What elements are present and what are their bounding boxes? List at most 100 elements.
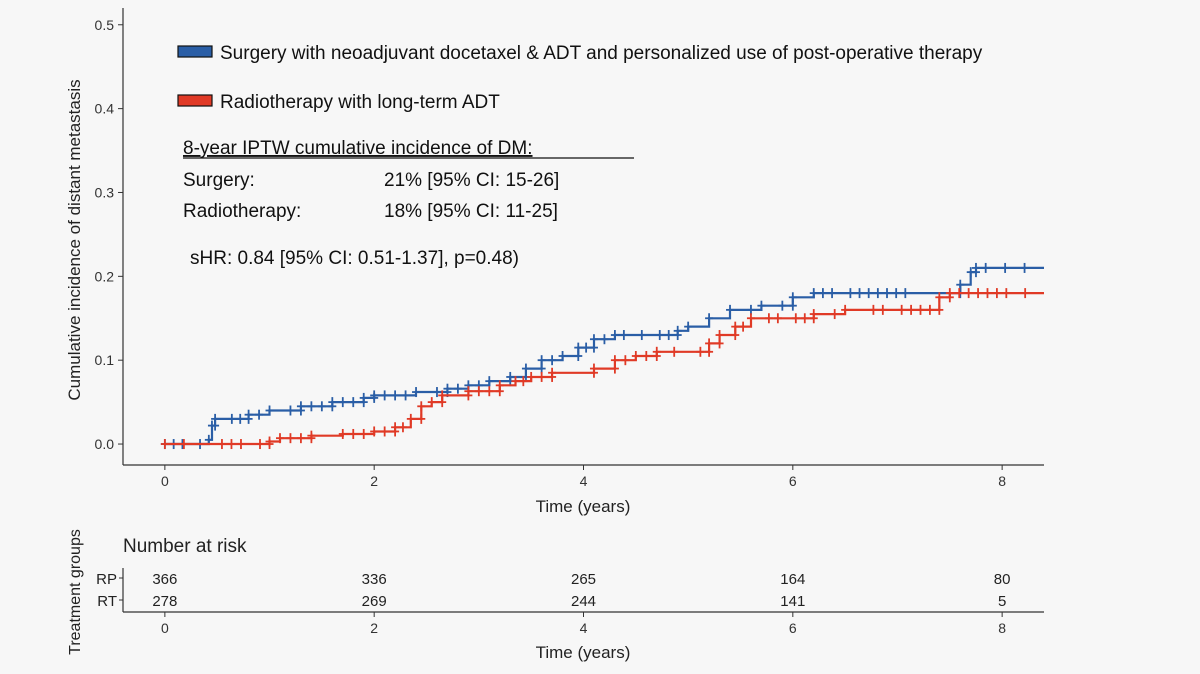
censor-mark xyxy=(819,288,827,298)
risk-table-title: Number at risk xyxy=(123,536,247,557)
annotation-surgery-label: Surgery: xyxy=(183,170,255,191)
censor-mark xyxy=(778,301,786,311)
censor-mark xyxy=(256,439,264,449)
y-tick-label: 0.0 xyxy=(95,436,115,452)
risk-x-tick-label: 8 xyxy=(998,620,1006,636)
censor-mark xyxy=(485,386,493,396)
risk-row-label-rt: RT xyxy=(97,593,117,610)
censor-mark xyxy=(874,288,882,298)
annotation-radiotherapy-value: 18% [95% CI: 11-25] xyxy=(384,201,558,222)
censor-mark xyxy=(869,305,877,315)
censor-mark xyxy=(801,313,809,323)
censor-mark xyxy=(670,347,678,357)
censor-mark xyxy=(349,397,357,407)
censor-mark xyxy=(856,288,864,298)
censor-mark xyxy=(846,288,854,298)
risk-x-tick-label: 2 xyxy=(370,620,378,636)
censor-mark xyxy=(180,439,188,449)
risk-value-rt: 269 xyxy=(362,593,387,610)
censor-mark xyxy=(318,401,326,411)
censor-mark xyxy=(339,429,347,439)
censor-mark xyxy=(935,305,943,315)
censor-mark xyxy=(307,401,315,411)
censor-mark xyxy=(716,330,724,340)
risk-table: Treatment groups Number at risk RP RT 36… xyxy=(67,529,1044,662)
censor-mark xyxy=(883,288,891,298)
annotation-header: 8-year IPTW cumulative incidence of DM: xyxy=(183,138,533,159)
censor-mark xyxy=(831,309,839,319)
risk-value-rp: 80 xyxy=(994,571,1011,588)
censor-mark xyxy=(297,433,305,443)
series-line-surgery xyxy=(165,268,1044,444)
legend-swatch-surgery xyxy=(178,46,212,57)
risk-value-rt: 141 xyxy=(780,593,805,610)
risk-value-rp: 336 xyxy=(362,571,387,588)
censor-mark xyxy=(600,334,608,344)
y-tick-label: 0.1 xyxy=(95,352,115,368)
censor-mark xyxy=(1021,263,1029,273)
x-tick-label: 0 xyxy=(161,473,169,489)
risk-value-rp: 265 xyxy=(571,571,596,588)
censor-mark xyxy=(574,343,582,353)
censor-mark xyxy=(747,313,755,323)
censor-mark xyxy=(1021,288,1029,298)
censor-mark xyxy=(765,313,773,323)
censor-mark xyxy=(538,372,546,382)
censor-mark xyxy=(381,426,389,436)
legend-label-radiotherapy: Radiotherapy with long-term ADT xyxy=(220,92,500,113)
censor-mark xyxy=(705,338,713,348)
censor-mark xyxy=(454,384,462,394)
censor-mark xyxy=(407,414,415,424)
series-layer xyxy=(161,263,1044,449)
censor-mark xyxy=(917,305,925,315)
x-axis-label: Time (years) xyxy=(536,497,631,516)
censor-mark xyxy=(774,313,782,323)
y-tick-label: 0.3 xyxy=(95,184,115,200)
censor-mark xyxy=(349,429,357,439)
legend-swatch-radiotherapy xyxy=(178,95,212,106)
y-axis-label: Cumulative incidence of distant metastas… xyxy=(65,79,84,400)
censor-mark xyxy=(828,288,836,298)
censor-mark xyxy=(417,414,425,424)
censor-mark xyxy=(391,390,399,400)
risk-value-rp: 164 xyxy=(780,571,805,588)
censor-mark xyxy=(865,288,873,298)
censor-mark xyxy=(955,288,963,298)
censor-mark xyxy=(726,305,734,315)
censor-mark xyxy=(548,355,556,365)
censor-mark xyxy=(620,330,628,340)
x-tick-label: 4 xyxy=(580,473,588,489)
censor-mark xyxy=(402,390,410,400)
censor-mark xyxy=(582,343,590,353)
censor-mark xyxy=(611,355,619,365)
annotation-radiotherapy-label: Radiotherapy: xyxy=(183,201,301,222)
censor-mark xyxy=(739,322,747,332)
censor-mark xyxy=(590,334,598,344)
x-tick-label: 8 xyxy=(998,473,1006,489)
censor-mark xyxy=(731,322,739,332)
risk-values: 366 336 265 164 80 278 269 244 141 5 xyxy=(152,571,1010,610)
series-line-radiotherapy xyxy=(165,293,1044,444)
censor-mark xyxy=(974,288,982,298)
censor-mark xyxy=(360,429,368,439)
censor-mark xyxy=(621,355,629,365)
risk-table-xlabel: Time (years) xyxy=(536,643,631,662)
censor-mark xyxy=(792,313,800,323)
censor-mark xyxy=(381,390,389,400)
risk-value-rt: 5 xyxy=(998,593,1006,610)
x-tick-label: 2 xyxy=(370,473,378,489)
censor-mark xyxy=(642,351,650,361)
censor-mark xyxy=(879,305,887,315)
censor-mark xyxy=(656,330,664,340)
x-ticks: 0 2 4 6 8 xyxy=(161,465,1006,489)
y-tick-label: 0.2 xyxy=(95,268,115,284)
censor-mark xyxy=(399,422,407,432)
censor-mark xyxy=(218,439,226,449)
censor-mark xyxy=(898,305,906,315)
censor-mark xyxy=(236,414,244,424)
risk-x-ticks: 02468 xyxy=(161,612,1006,636)
censor-mark xyxy=(227,439,235,449)
censor-mark xyxy=(696,347,704,357)
